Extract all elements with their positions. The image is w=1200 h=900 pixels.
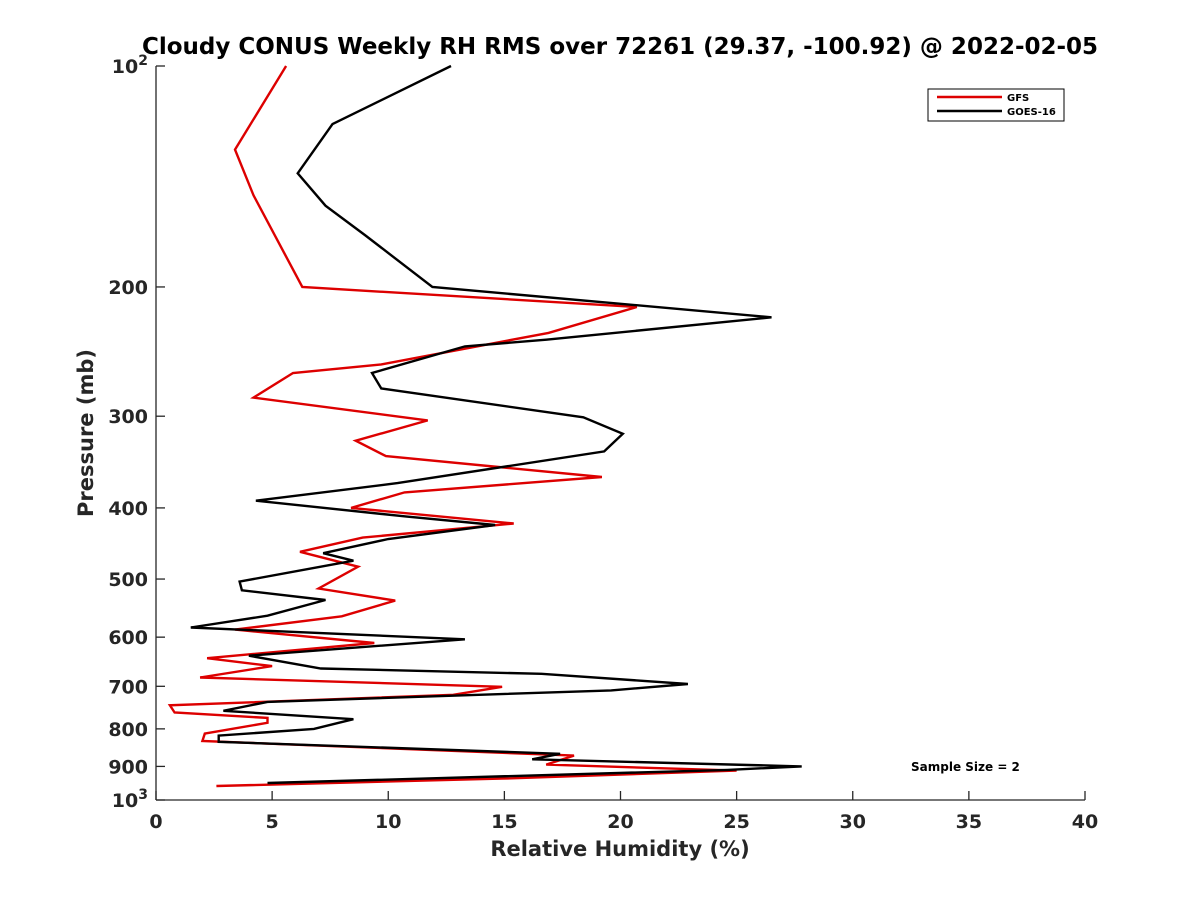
- y-tick-label: 500: [108, 569, 148, 591]
- sample-size-annotation: Sample Size = 2: [911, 760, 1020, 774]
- y-tick-exponent: 2: [138, 53, 148, 69]
- x-axis-label: Relative Humidity (%): [490, 837, 749, 861]
- x-tick-label: 5: [266, 811, 279, 833]
- y-tick-label: 200: [108, 277, 148, 299]
- x-axis: 0 5 10 15 20 25 30 35 40: [149, 791, 1098, 833]
- y-tick-exponent: 3: [138, 787, 148, 803]
- x-tick-label: 30: [840, 811, 866, 833]
- plot-area: [167, 64, 802, 788]
- x-tick-label: 10: [375, 811, 401, 833]
- y-tick-label: 103: [112, 787, 148, 812]
- y-tick-label: 600: [108, 627, 148, 649]
- y-tick-label: 800: [108, 719, 148, 741]
- chart-title: Cloudy CONUS Weekly RH RMS over 72261 (2…: [142, 34, 1098, 60]
- x-tick-label: 0: [149, 811, 162, 833]
- y-tick-base: 10: [112, 56, 138, 78]
- y-tick-base: 10: [112, 790, 138, 812]
- series-line-gfs: [167, 65, 737, 788]
- series-line-goes-16: [190, 64, 802, 785]
- x-tick-label: 15: [491, 811, 517, 833]
- y-tick-label: 102: [112, 53, 148, 78]
- x-tick-label: 35: [956, 811, 982, 833]
- legend-label-gfs: GFS: [1007, 93, 1029, 104]
- y-tick-label: 700: [108, 676, 148, 698]
- x-tick-label: 25: [723, 811, 749, 833]
- x-tick-label: 40: [1072, 811, 1098, 833]
- x-tick-label: 20: [607, 811, 633, 833]
- legend: GFS GOES-16: [927, 88, 1065, 122]
- y-tick-label: 900: [108, 756, 148, 778]
- legend-label-goes-16: GOES-16: [1007, 107, 1056, 118]
- y-axis-label: Pressure (mb): [74, 349, 98, 517]
- legend-box: [927, 88, 1065, 122]
- y-tick-label: 300: [108, 406, 148, 428]
- y-tick-label: 400: [108, 498, 148, 520]
